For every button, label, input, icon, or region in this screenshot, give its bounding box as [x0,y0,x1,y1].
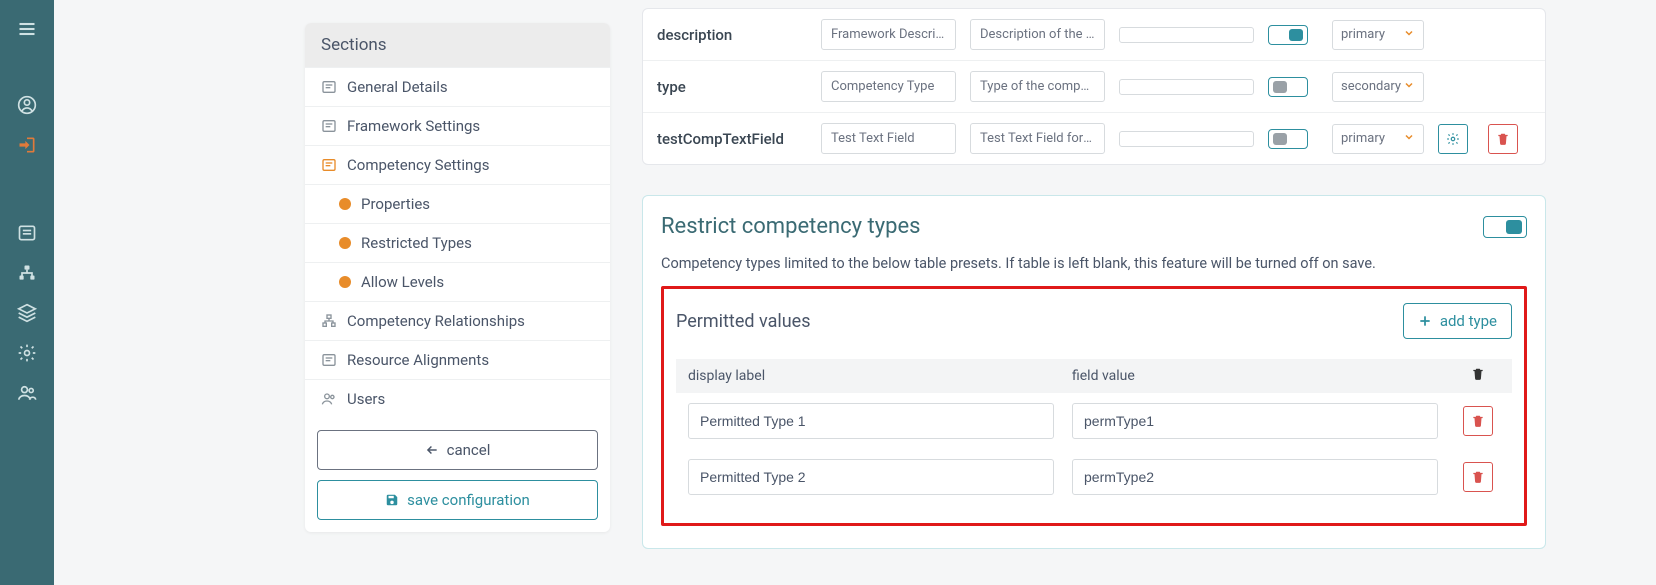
restrict-toggle[interactable] [1483,216,1527,238]
users-icon [321,391,337,407]
priority-value: primary [1341,131,1385,146]
field-toggle[interactable] [1268,25,1308,45]
org-icon [321,313,337,329]
settings-icon[interactable] [16,342,38,364]
save-icon [385,493,399,507]
list-icon[interactable] [16,222,38,244]
add-type-label: add type [1440,312,1497,330]
field-settings-button[interactable] [1438,124,1468,154]
user-icon[interactable] [16,94,38,116]
priority-select[interactable]: primary [1332,20,1424,50]
field-name: type [657,78,807,96]
section-label: Resource Alignments [347,351,489,369]
org-icon[interactable] [16,262,38,284]
cancel-label: cancel [447,441,491,459]
section-general-details[interactable]: General Details [305,67,610,106]
plus-icon [1418,314,1432,328]
chevron-down-icon [1403,131,1415,147]
users-icon[interactable] [16,382,38,404]
field-toggle[interactable] [1268,77,1308,97]
permitted-row [676,393,1512,449]
col-display-label: display label [688,368,1054,384]
col-field-value: field value [1072,368,1438,384]
row-delete-button[interactable] [1463,462,1493,492]
permitted-title: Permitted values [676,311,811,332]
section-users[interactable]: Users [305,379,610,418]
permitted-values-box: Permitted values add type display label … [661,286,1527,526]
field-name: testCompTextField [657,130,807,148]
field-toggle[interactable] [1268,129,1308,149]
section-label: Restricted Types [361,234,472,252]
permitted-table-header: display label field value [676,359,1512,393]
save-configuration-button[interactable]: save configuration [317,480,598,520]
detail-icon [321,118,337,134]
restrict-title: Restrict competency types [661,214,921,239]
section-restricted-types[interactable]: Restricted Types [305,223,610,262]
display-label-input[interactable] [688,403,1054,439]
section-competency-relationships[interactable]: Competency Relationships [305,301,610,340]
arrow-left-icon [425,443,439,457]
save-label: save configuration [407,491,530,509]
section-resource-alignments[interactable]: Resource Alignments [305,340,610,379]
layers-icon[interactable] [16,302,38,324]
section-framework-settings[interactable]: Framework Settings [305,106,610,145]
side-nav [0,0,54,585]
display-label-input[interactable] [688,459,1054,495]
field-value-input[interactable] [1072,459,1438,495]
field-value-input[interactable] [1072,403,1438,439]
field-desc-input[interactable]: Description of the framework [970,19,1105,50]
chevron-down-icon [1403,79,1415,95]
menu-icon[interactable] [16,18,38,40]
bullet-icon [339,276,351,288]
bullet-icon [339,198,351,210]
priority-select[interactable]: secondary [1332,72,1424,102]
cancel-button[interactable]: cancel [317,430,598,470]
bullet-icon [339,237,351,249]
sections-title: Sections [305,23,610,67]
trash-icon [1471,367,1485,385]
field-extra-input[interactable] [1119,27,1254,43]
field-desc-input[interactable]: Type of the competency [970,71,1105,102]
section-label: Competency Settings [347,156,489,174]
section-allow-levels[interactable]: Allow Levels [305,262,610,301]
field-name: description [657,26,807,44]
field-row: type Competency Type Type of the compete… [643,60,1545,112]
section-properties[interactable]: Properties [305,184,610,223]
priority-value: primary [1341,27,1385,42]
chevron-down-icon [1403,27,1415,43]
priority-select[interactable]: primary [1332,124,1424,154]
field-extra-input[interactable] [1119,131,1254,147]
field-label-input[interactable]: Framework Description [821,19,956,50]
detail-icon [321,352,337,368]
detail-icon [321,157,337,173]
logout-icon[interactable] [16,134,38,156]
field-extra-input[interactable] [1119,79,1254,95]
field-row: description Framework Description Descri… [643,9,1545,60]
section-label: Users [347,390,385,408]
field-desc-input[interactable]: Test Text Field for comp [970,123,1105,154]
section-label: Competency Relationships [347,312,525,330]
section-label: Allow Levels [361,273,444,291]
field-label-input[interactable]: Competency Type [821,71,956,102]
priority-value: secondary [1341,79,1401,94]
add-type-button[interactable]: add type [1403,303,1512,339]
sections-panel: Sections General Details Framework Setti… [305,23,610,532]
field-delete-button[interactable] [1488,124,1518,154]
field-row: testCompTextField Test Text Field Test T… [643,112,1545,164]
section-label: Framework Settings [347,117,480,135]
section-label: Properties [361,195,430,213]
restrict-description: Competency types limited to the below ta… [661,255,1527,272]
content-area: description Framework Description Descri… [642,0,1546,585]
detail-icon [321,79,337,95]
section-label: General Details [347,78,448,96]
row-delete-button[interactable] [1463,406,1493,436]
field-label-input[interactable]: Test Text Field [821,123,956,154]
permitted-table: display label field value [676,359,1512,505]
fields-card: description Framework Description Descri… [642,8,1546,165]
section-competency-settings[interactable]: Competency Settings [305,145,610,184]
permitted-row [676,449,1512,505]
restrict-card: Restrict competency types Competency typ… [642,195,1546,549]
